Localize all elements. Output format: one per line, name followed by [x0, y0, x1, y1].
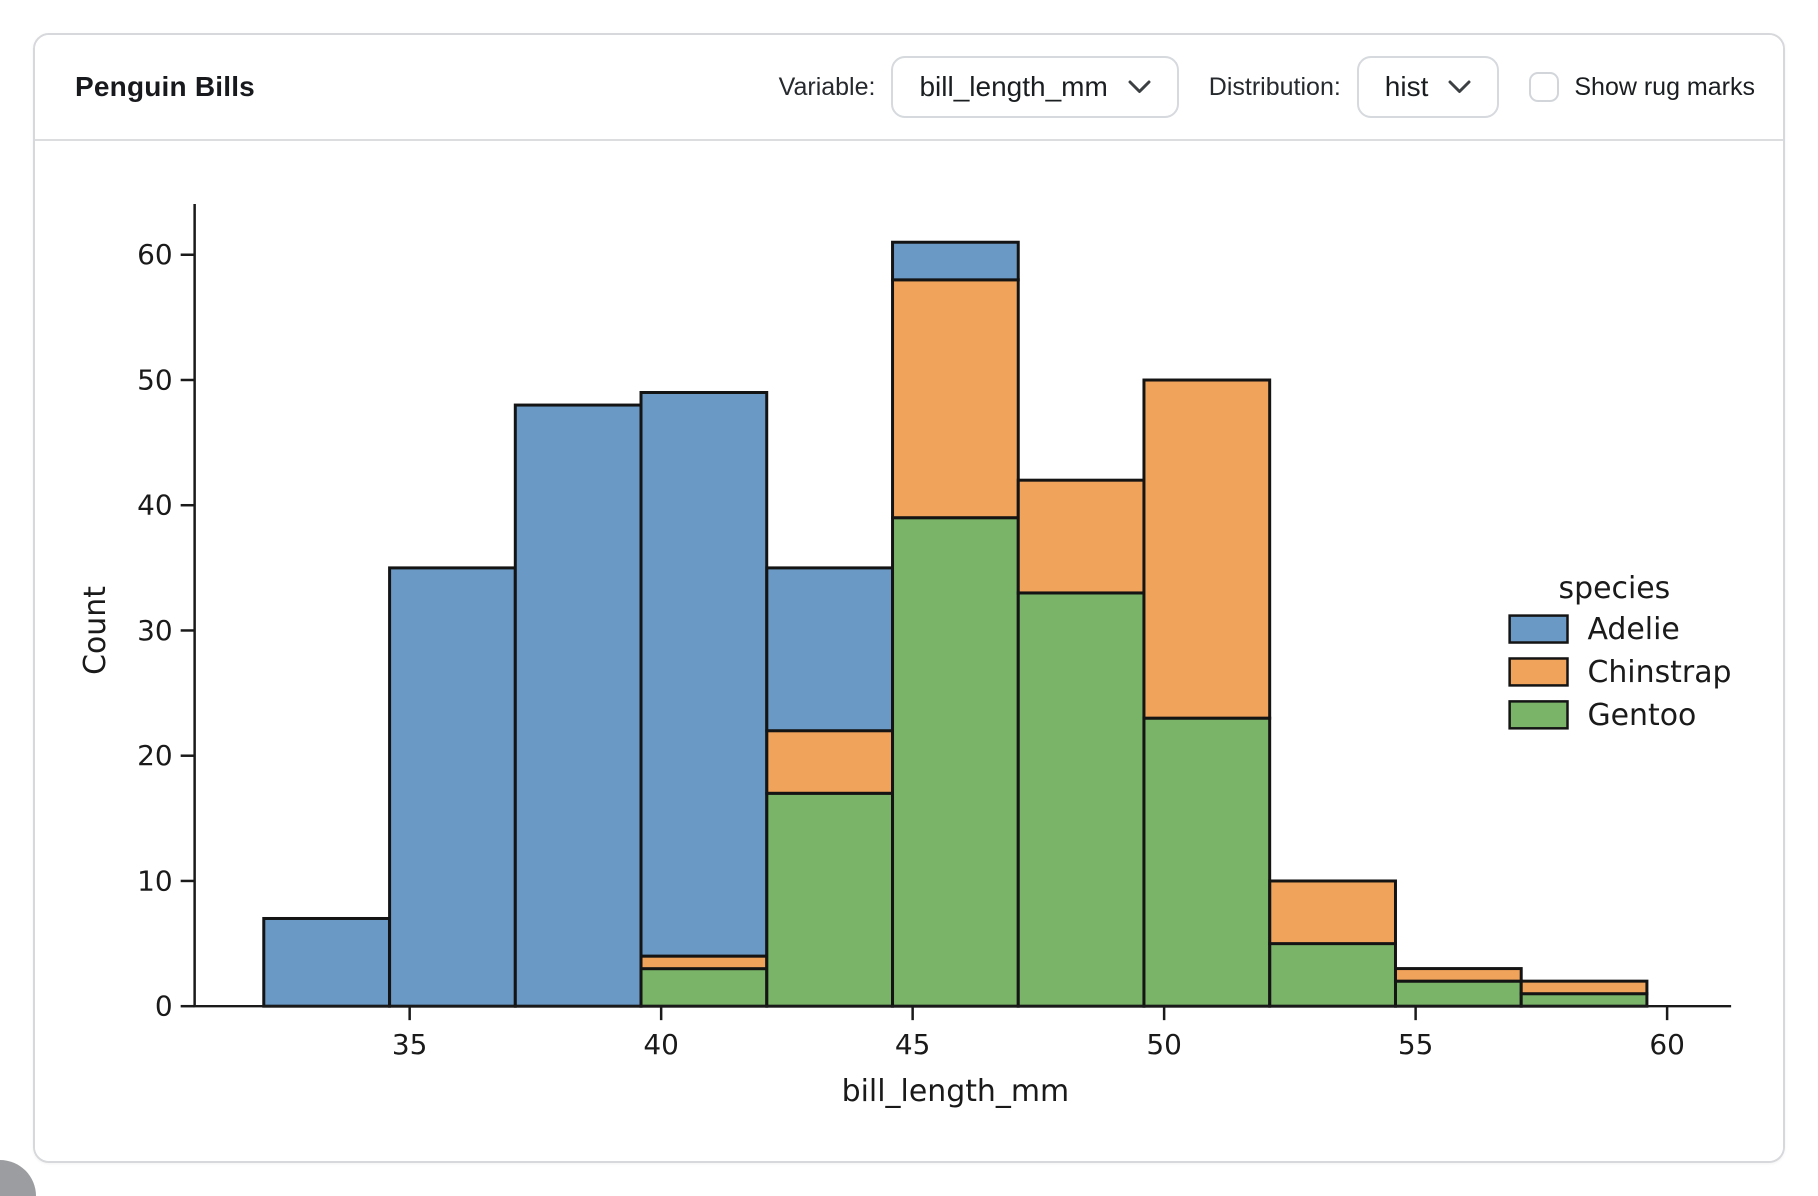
distribution-label: Distribution: [1208, 72, 1341, 101]
legend-swatch-adelie [1508, 614, 1569, 644]
chevron-down-icon [1128, 80, 1151, 93]
bar-segment-chinstrap [1519, 979, 1649, 996]
bar-segment-chinstrap [1016, 478, 1146, 595]
bar-segment-chinstrap [1393, 967, 1523, 983]
chevron-down-icon [1448, 80, 1471, 93]
screen-corner-decoration [0, 1160, 36, 1196]
y-tick-label: 30 [137, 614, 173, 647]
x-axis-label: bill_length_mm [842, 1074, 1070, 1109]
x-tick-label: 35 [392, 1028, 428, 1061]
bar-segment-adelie [262, 916, 391, 1008]
bar-segment-chinstrap [891, 278, 1020, 520]
variable-select[interactable]: bill_length_mm [891, 56, 1179, 118]
legend-label-gentoo: Gentoo [1587, 698, 1696, 733]
bar-segment-adelie [639, 390, 769, 958]
y-tick-label: 20 [137, 739, 173, 772]
legend-label-adelie: Adelie [1587, 612, 1679, 647]
variable-control: Variable: bill_length_mm [779, 56, 1179, 118]
x-tick-label: 55 [1398, 1028, 1434, 1061]
chart-area: 35 40 45 50 55 60 0 10 20 30 40 50 60 bill_length_mm C… [35, 141, 1783, 1161]
legend-label-chinstrap: Chinstrap [1587, 655, 1731, 690]
legend-title: species [1559, 571, 1671, 606]
histogram-chart: 35 40 45 50 55 60 0 10 20 30 40 50 60 bill_length_mm C… [78, 204, 1732, 1109]
header-bar: Penguin Bills Variable: bill_length_mm D… [35, 35, 1783, 141]
rug-control: Show rug marks [1529, 72, 1755, 102]
bar-segment-gentoo [1142, 716, 1272, 1008]
bar-segment-chinstrap [639, 954, 769, 971]
bar-segment-gentoo [1393, 979, 1523, 1008]
bar-segment-adelie [388, 566, 517, 1008]
rug-checkbox-label[interactable]: Show rug marks [1574, 72, 1755, 101]
bar-segment-chinstrap [1142, 378, 1272, 720]
bar-segment-gentoo [765, 791, 895, 1008]
variable-label: Variable: [778, 72, 876, 101]
variable-select-value: bill_length_mm [919, 71, 1108, 102]
app-card: Penguin Bills Variable: bill_length_mm D… [33, 33, 1785, 1163]
bar-segment-adelie [765, 566, 895, 733]
bar-segment-adelie [513, 403, 643, 1008]
legend-swatch-gentoo [1508, 700, 1569, 730]
x-tick-label: 45 [895, 1028, 931, 1061]
page-title: Penguin Bills [75, 71, 255, 102]
x-tick-label: 50 [1146, 1028, 1182, 1061]
y-tick-label: 0 [155, 990, 173, 1023]
y-tick-label: 10 [137, 864, 173, 897]
bar-segment-gentoo [1016, 591, 1146, 1008]
bar-segment-gentoo [1519, 992, 1649, 1008]
distribution-control: Distribution: hist [1209, 56, 1500, 118]
x-tick-label: 40 [643, 1028, 679, 1061]
x-tick-label: 60 [1649, 1028, 1685, 1061]
rug-checkbox[interactable] [1529, 72, 1560, 102]
y-tick-label: 60 [137, 238, 173, 271]
legend-swatch-chinstrap [1508, 657, 1569, 687]
bar-segment-gentoo [891, 516, 1020, 1008]
y-axis-label: Count [78, 586, 113, 675]
bar-segment-chinstrap [765, 729, 895, 795]
bar-segment-gentoo [639, 967, 769, 1008]
y-tick-label: 40 [137, 489, 173, 522]
bar-segment-adelie [891, 240, 1020, 282]
bar-segment-chinstrap [1268, 879, 1397, 946]
distribution-select[interactable]: hist [1356, 56, 1500, 118]
header-controls: Variable: bill_length_mm Distribution: h… [779, 56, 1755, 118]
distribution-select-value: hist [1384, 71, 1429, 102]
bar-segment-gentoo [1268, 942, 1397, 1008]
y-tick-label: 50 [137, 363, 173, 396]
